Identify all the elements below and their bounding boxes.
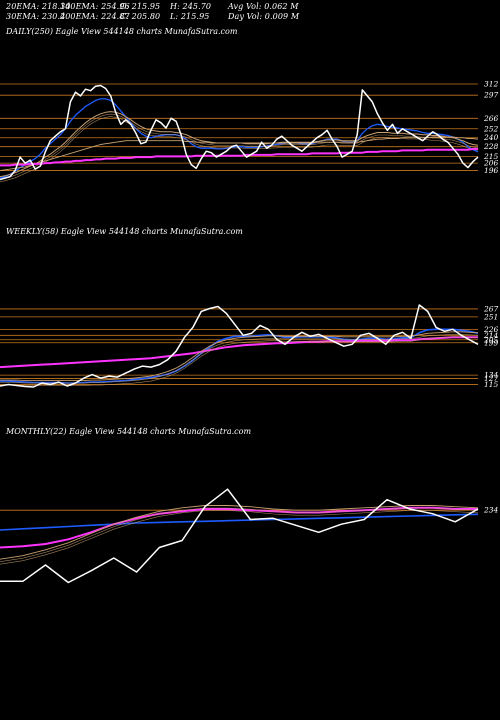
header-row1-col2: 100EMA: 254.96 — [60, 2, 130, 11]
daily-series-ema100 — [0, 136, 479, 172]
daily-ytick-label: 206 — [483, 159, 499, 168]
monthly-series-ema_long-band — [0, 510, 479, 565]
header-row2-col4: L: 215.95 — [170, 12, 210, 21]
weekly-ytick-label: 127 — [484, 374, 499, 383]
weekly-chart-title: WEEKLY(58) Eagle View 544148 charts Muna… — [6, 227, 243, 236]
daily-ytick-label: 240 — [483, 133, 499, 142]
weekly-series-ema_long-band — [0, 333, 479, 384]
weekly-series-price — [0, 304, 479, 388]
weekly-series-ema_long — [0, 331, 479, 382]
daily-ytick-label: 266 — [483, 114, 499, 123]
header-row1-col4: H: 245.70 — [170, 2, 212, 11]
header-row2-col3: C: 205.80 — [120, 12, 161, 21]
daily-ytick-label: 312 — [484, 79, 499, 88]
header-row1-col5: Avg Vol: 0.062 M — [228, 2, 299, 11]
weekly-series-ema_mid — [0, 336, 478, 369]
header-row1-col1: 20EMA: 218.34 — [6, 2, 71, 11]
daily-ytick-label: 228 — [483, 142, 499, 151]
monthly-series-ema_long-band — [0, 507, 479, 562]
weekly-ytick-label: 267 — [483, 304, 499, 313]
weekly-ytick-label: 115 — [484, 380, 499, 389]
weekly-series-ema_long-band — [0, 336, 479, 386]
header-row2-col1: 30EMA: 230.4 — [6, 12, 66, 21]
daily-chart-title: DAILY(250) Eagle View 544148 charts Muna… — [6, 27, 238, 36]
daily-series-price — [0, 84, 479, 181]
monthly-series-ema_long — [0, 505, 479, 560]
weekly-ytick-label: 199 — [484, 338, 499, 347]
daily-series-ema200 — [0, 147, 478, 167]
monthly-ytick-label: 234 — [483, 506, 499, 515]
monthly-chart-title: MONTHLY(22) Eagle View 544148 charts Mun… — [6, 427, 252, 436]
daily-ytick-label: 215 — [483, 152, 499, 161]
weekly-ytick-label: 226 — [483, 325, 499, 334]
weekly-series-ema_short — [0, 328, 479, 384]
weekly-ytick-label: 214 — [483, 331, 499, 340]
weekly-ytick-label: 205 — [483, 335, 499, 344]
weekly-ytick-label: 134 — [484, 371, 499, 380]
header-row1-col3: C: 215.95 — [120, 2, 161, 11]
header-row2-col5: Day Vol: 0.009 M — [228, 12, 300, 21]
daily-series-ema30 — [0, 111, 479, 178]
daily-series-ema20 — [0, 98, 479, 179]
monthly-series-ema_short — [0, 513, 479, 531]
header-row2-col2: 200EMA: 224.87 — [60, 12, 130, 21]
daily-ytick-label: 252 — [483, 124, 499, 133]
daily-series-ema30-band — [0, 113, 479, 180]
daily-ytick-label: 196 — [484, 166, 499, 175]
daily-ytick-label: 297 — [483, 91, 499, 100]
monthly-chart: 234 — [0, 488, 499, 584]
monthly-series-price — [0, 488, 479, 584]
weekly-ytick-label: 251 — [483, 312, 498, 321]
